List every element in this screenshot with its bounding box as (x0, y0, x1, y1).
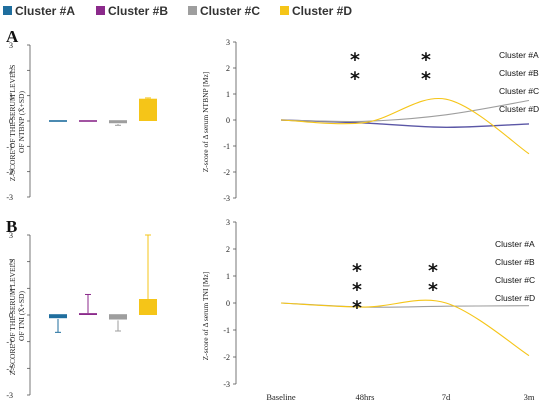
bar-chart-0-bar-d (139, 98, 157, 121)
bar-chart-2-y-tick-label: 2 (9, 258, 13, 267)
legend-swatch-c (188, 6, 197, 15)
line-chart-3-y-tick-label: 1 (226, 272, 230, 281)
line-chart-1-significance-star: * (350, 68, 360, 90)
legend-label-b: Cluster #B (108, 4, 168, 18)
bar-chart-2-bar-d (139, 299, 157, 315)
line-chart-1-y-tick-label: 3 (226, 38, 230, 47)
line-chart-3-y-tick-label: 3 (226, 218, 230, 227)
legend-label-a: Cluster #A (15, 4, 75, 18)
line-chart-3-significance-star: * (428, 279, 438, 301)
bar-chart-0-y-tick-label: 1 (9, 92, 13, 101)
bar-chart-0-y-tick-label: 2 (9, 66, 13, 75)
line-chart-3-annotation-d: Cluster #D (495, 293, 535, 303)
plots: 3 2 1 0 -1 -2 -3 3 2 1 0 -1 -2 -3 Cluster #A Cluster #B… (6, 38, 539, 402)
line-chart-1-y-tick-label: 1 (226, 90, 230, 99)
line-chart-3-significance-star: * (352, 260, 362, 282)
bar-chart-2-bar-c (109, 314, 127, 320)
line-chart-1-series-d (280, 97, 530, 155)
line-chart-3-y-tick-label: 2 (226, 245, 230, 254)
bar-chart-0-y-tick-label: -2 (6, 168, 13, 177)
bar-chart-2-bar-b (79, 313, 97, 315)
bar-chart-2-y-tick-label: 0 (9, 311, 13, 320)
panel-letter-b: B (6, 217, 17, 236)
line-chart-3-y-tick-label: 0 (226, 299, 230, 308)
line-chart-1-y-tick-label: 2 (226, 64, 230, 73)
line-chart-1-annotation-c: Cluster #C (499, 86, 539, 96)
line-chart-3-x-tick-label: 48hrs (356, 392, 375, 402)
legend-label-c: Cluster #C (200, 4, 260, 18)
ylabel-ntbnp-bars: Z-SCORE OF THE SERUM LEVELS OF NTBNP (X̄… (8, 63, 26, 181)
panel-letter-a: A (6, 27, 19, 46)
line-chart-3-annotation-a: Cluster #A (495, 239, 535, 249)
legend: Cluster #A Cluster #B Cluster #C Cluster… (3, 4, 352, 18)
line-chart-3-y-tick-label: -1 (223, 326, 230, 335)
ylabel-tni-line: Z-score of Δ serum TNI [Mz] (201, 272, 210, 361)
bar-chart-0-y-tick-label: 0 (9, 117, 13, 126)
line-chart-1-y-tick-label: -2 (223, 168, 230, 177)
line-chart-3-x-tick-label: 3m (524, 392, 535, 402)
line-chart-3-annotation-b: Cluster #B (495, 257, 535, 267)
line-chart-1-significance-star: * (421, 68, 431, 90)
legend-label-d: Cluster #D (292, 4, 352, 18)
line-chart-1-significance-star: * (350, 49, 360, 71)
bar-chart-2-y-tick-label: -1 (6, 338, 13, 347)
line-chart-3-y-tick-label: -3 (223, 380, 230, 389)
bar-chart-0-y-tick-label: 3 (9, 41, 13, 50)
line-chart-3-x-tick-label: Baseline (266, 392, 295, 402)
bar-chart-2-y-tick-label: 3 (9, 231, 13, 240)
line-chart-1-y-tick-label: -3 (223, 194, 230, 203)
bar-chart-0-bar-c (109, 120, 127, 124)
line-chart-3-significance-star: * (428, 260, 438, 282)
bar-chart-2-y-tick-label: -3 (6, 391, 13, 400)
legend-swatch-d (280, 6, 289, 15)
line-chart-1-annotation-b: Cluster #B (499, 68, 539, 78)
bar-chart-2-y-tick-label: -2 (6, 364, 13, 373)
legend-swatch-a (3, 6, 12, 15)
line-chart-1-significance-star: * (421, 49, 431, 71)
bar-chart-0-bar-a (49, 120, 67, 122)
ylabel-ntbnp-line: Z-score of Δ serum NTBNP [Mz] (201, 72, 210, 173)
line-chart-1-annotation-a: Cluster #A (499, 50, 539, 60)
ylabel-tni-bars: Z-SCORE OF THE SERUM LEVELS OF TNI (X̄+S… (8, 257, 26, 375)
line-chart-1-series-c (280, 99, 530, 123)
bar-chart-2-y-tick-label: 1 (9, 284, 13, 293)
line-chart-1-y-tick-label: 0 (226, 116, 230, 125)
bar-chart-2-bar-a (49, 314, 67, 319)
line-chart-3-y-tick-label: -2 (223, 353, 230, 362)
bar-chart-0-y-tick-label: -3 (6, 193, 13, 202)
line-chart-3-x-tick-label: 7d (442, 392, 451, 402)
line-chart-1-annotation-d: Cluster #D (499, 104, 539, 114)
line-chart-3-series-d (280, 299, 530, 357)
line-chart-3-significance-star: * (352, 279, 362, 301)
line-chart-3-annotation-c: Cluster #C (495, 275, 535, 285)
bar-chart-0-y-tick-label: -1 (6, 142, 13, 151)
line-chart-3-significance-star: * (352, 297, 362, 319)
legend-swatch-b (96, 6, 105, 15)
bar-chart-0-bar-b (79, 120, 97, 122)
line-chart-1-y-tick-label: -1 (223, 142, 230, 151)
